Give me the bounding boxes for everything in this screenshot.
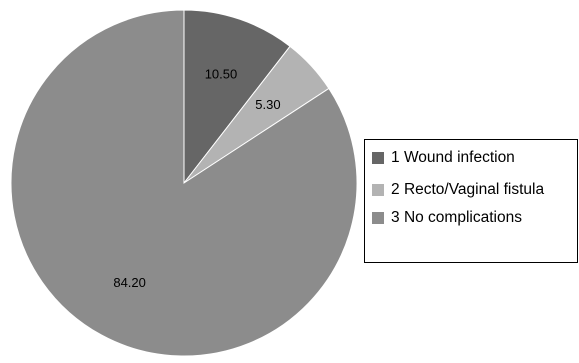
- legend-index: 2: [391, 181, 400, 198]
- legend-label: Recto/Vaginal fistula: [403, 181, 545, 198]
- slice-value-label: 84.20: [113, 275, 146, 290]
- legend-item-recto-vaginal-fistula: 2 Recto/Vaginal fistula: [372, 180, 544, 200]
- legend-index: 1: [391, 149, 400, 166]
- legend-index: 3: [391, 209, 400, 226]
- slice-value-label: 5.30: [255, 97, 280, 112]
- chart-legend: 1 Wound infection 2 Recto/Vaginal fistul…: [364, 139, 578, 263]
- legend-swatch: [372, 184, 384, 196]
- legend-label: No complications: [403, 209, 522, 226]
- slice-value-label: 10.50: [205, 66, 238, 81]
- pie-slice-3: [10, 9, 358, 357]
- legend-label: Wound infection: [403, 149, 515, 166]
- legend-swatch: [372, 212, 384, 224]
- pie-slice-1: [183, 9, 291, 185]
- legend-swatch: [372, 152, 384, 164]
- legend-item-no-complications: 3 No complications: [372, 208, 522, 228]
- legend-item-wound-infection: 1 Wound infection: [372, 148, 515, 168]
